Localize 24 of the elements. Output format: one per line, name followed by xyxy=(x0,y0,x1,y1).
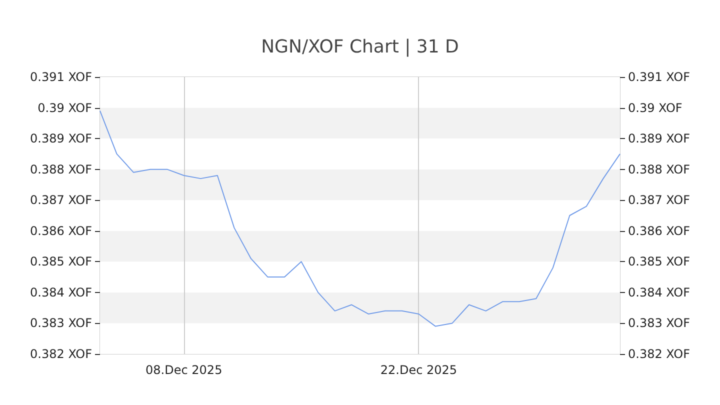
y2-tick-label: 0.383 XOF xyxy=(628,316,690,330)
y-tick-label: 0.386 XOF xyxy=(30,224,92,238)
y-tick-label: 0.384 XOF xyxy=(30,285,92,300)
y-tick-label: 0.382 XOF xyxy=(30,347,92,361)
y-tick-label: 0.39 XOF xyxy=(38,100,92,115)
y2-tick-label: 0.39 XOF xyxy=(628,100,682,115)
y2-tick-label: 0.388 XOF xyxy=(628,162,690,176)
y-tick-label: 0.388 XOF xyxy=(30,162,92,176)
y-tick-label: 0.389 XOF xyxy=(30,132,92,146)
y2-tick-label: 0.387 XOF xyxy=(628,193,690,208)
y2-tick-label: 0.384 XOF xyxy=(628,285,690,300)
x-tick-label: 22.Dec 2025 xyxy=(380,363,458,377)
y-tick-label: 0.387 XOF xyxy=(30,193,92,208)
y-tick-label: 0.391 XOF xyxy=(30,70,92,84)
y2-tick-label: 0.391 XOF xyxy=(628,70,690,84)
x-tick-label: 08.Dec 2025 xyxy=(146,363,222,377)
y2-tick-label: 0.385 XOF xyxy=(628,254,690,269)
y-tick-label: 0.385 XOF xyxy=(30,254,92,269)
y2-tick-label: 0.386 XOF xyxy=(628,224,690,238)
y2-tick-label: 0.389 XOF xyxy=(628,132,690,146)
y-tick-label: 0.383 XOF xyxy=(30,316,92,330)
chart-title: NGN/XOF Chart | 31 D xyxy=(261,36,459,58)
y2-tick-label: 0.382 XOF xyxy=(628,347,690,361)
line-series xyxy=(100,110,620,327)
